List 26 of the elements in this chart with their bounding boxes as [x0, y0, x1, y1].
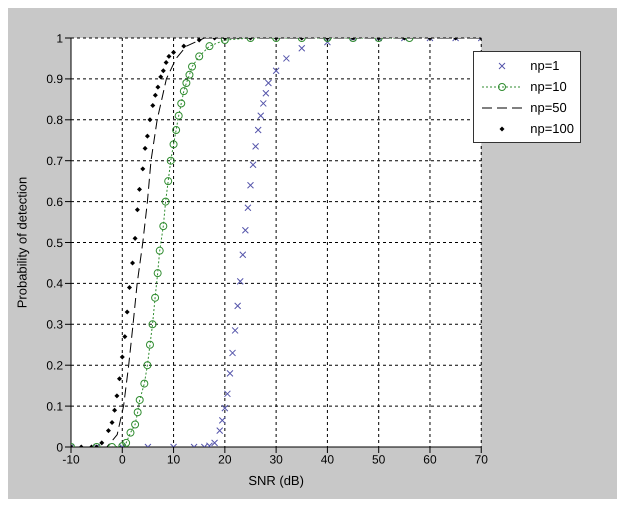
x-tick-label: 10: [166, 452, 181, 467]
y-tick-label: 0.2: [46, 358, 64, 372]
x-tick-label: 50: [372, 452, 386, 467]
x-tick-label: 70: [474, 452, 488, 467]
legend-label: np=10: [530, 79, 567, 94]
x-tick-label: 20: [218, 452, 232, 467]
y-tick-label: 0.9: [46, 72, 64, 86]
legend-label: np=1: [530, 58, 560, 73]
y-tick-label: 0.8: [46, 113, 64, 128]
y-tick-label: 0.6: [46, 194, 64, 209]
x-tick-label: 40: [320, 452, 334, 467]
x-axis-title: SNR (dB): [248, 473, 304, 488]
legend-label: np=100: [530, 121, 574, 136]
x-tick-label: -10: [62, 452, 80, 467]
y-tick-label: 0: [56, 440, 64, 454]
y-tick-label: 0.4: [46, 276, 64, 291]
legend-label: np=50: [530, 100, 567, 115]
y-tick-label: 1: [56, 31, 64, 46]
x-tick-label: 30: [269, 452, 284, 467]
y-tick-label: 0.1: [46, 399, 64, 414]
y-tick-label: 0.5: [46, 236, 64, 250]
x-tick-label: 0: [118, 452, 126, 467]
y-tick-label: 0.3: [46, 318, 64, 332]
y-axis-title: Probability of detection: [14, 176, 30, 308]
y-tick-label: 0.7: [46, 154, 64, 168]
x-tick-label: 60: [423, 452, 437, 467]
